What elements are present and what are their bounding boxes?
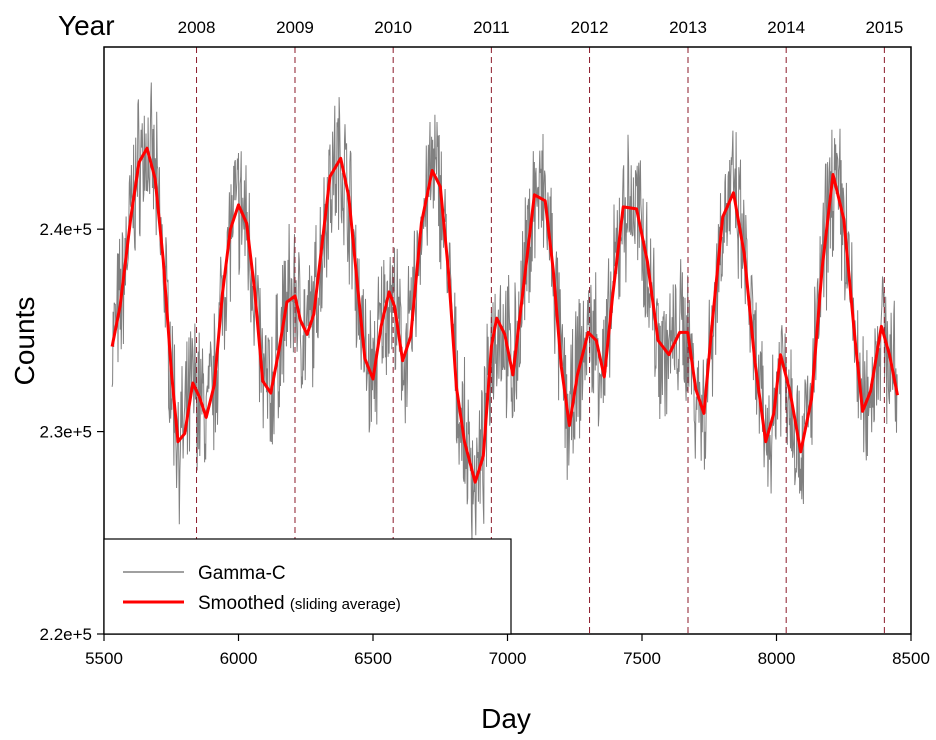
x-tick-label: 5500 xyxy=(85,649,123,668)
legend-label-smoothed: Smoothed (sliding average) xyxy=(198,593,401,614)
y-tick-label: 2.3e+5 xyxy=(40,423,92,442)
x-tick-label: 6500 xyxy=(354,649,392,668)
x-tick-label: 8500 xyxy=(892,649,930,668)
year-label: 2012 xyxy=(571,18,609,37)
x-tick-label: 7000 xyxy=(489,649,527,668)
legend-label-smoothed-name: Smoothed xyxy=(198,593,285,614)
x-axis-title: Day xyxy=(481,703,531,734)
raw-series-line xyxy=(111,82,898,543)
smoothed-series-layer xyxy=(110,146,899,484)
x-tick-label: 7500 xyxy=(623,649,661,668)
y-tick-label: 2.2e+5 xyxy=(40,625,92,644)
top-axis-title: Year xyxy=(58,10,115,41)
y-tick-label: 2.4e+5 xyxy=(40,220,92,239)
year-label: 2015 xyxy=(865,18,903,37)
year-label: 2010 xyxy=(374,18,412,37)
legend: Gamma-C Smoothed (sliding average) xyxy=(103,538,512,635)
legend-label-gamma-c: Gamma-C xyxy=(198,563,286,584)
x-tick-label: 8000 xyxy=(758,649,796,668)
legend-label-smoothed-suffix: (sliding average) xyxy=(290,596,401,613)
year-label: 2011 xyxy=(473,18,510,37)
year-label: 2008 xyxy=(178,18,216,37)
year-label: 2009 xyxy=(276,18,314,37)
smoothed-series-line xyxy=(110,146,899,484)
x-tick-label: 6000 xyxy=(220,649,258,668)
y-axis-title: Counts xyxy=(9,297,40,386)
year-label: 2014 xyxy=(767,18,805,37)
legend-box xyxy=(103,538,512,635)
year-label: 2013 xyxy=(669,18,707,37)
tick-layer: 5500 6000 6500 7000 7500 8000 8500 2.2e+5 2.3e+5… xyxy=(40,220,930,668)
raw-series-layer xyxy=(111,82,898,543)
